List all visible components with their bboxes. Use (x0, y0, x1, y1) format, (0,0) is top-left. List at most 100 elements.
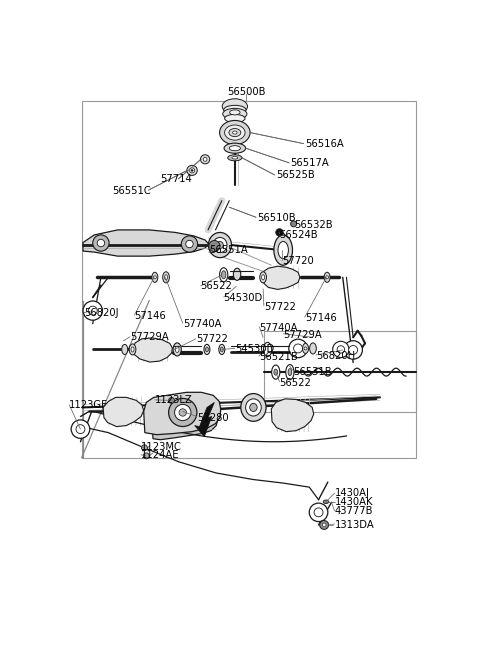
Text: 56551A: 56551A (209, 245, 248, 255)
Ellipse shape (216, 242, 223, 248)
Ellipse shape (175, 346, 179, 352)
Ellipse shape (129, 344, 136, 355)
Text: 57146: 57146 (305, 313, 336, 323)
Ellipse shape (208, 233, 231, 257)
Text: 1430AK: 1430AK (335, 496, 373, 507)
Text: 56820J: 56820J (84, 308, 119, 318)
Polygon shape (264, 266, 300, 290)
Ellipse shape (181, 236, 198, 252)
Ellipse shape (324, 272, 330, 282)
Ellipse shape (286, 365, 294, 380)
Text: 57722: 57722 (264, 301, 296, 312)
Ellipse shape (225, 115, 245, 122)
Text: 1123MC: 1123MC (141, 441, 182, 452)
Ellipse shape (221, 271, 226, 279)
Ellipse shape (233, 269, 241, 280)
Text: 57729A: 57729A (130, 332, 168, 343)
Polygon shape (144, 392, 221, 435)
Ellipse shape (276, 229, 283, 236)
Ellipse shape (190, 168, 195, 173)
Ellipse shape (213, 238, 227, 253)
Ellipse shape (204, 345, 210, 354)
Polygon shape (133, 338, 172, 362)
Ellipse shape (225, 125, 245, 140)
Ellipse shape (333, 341, 349, 358)
Polygon shape (195, 402, 215, 437)
Ellipse shape (191, 170, 193, 172)
Text: 43777B: 43777B (335, 506, 373, 516)
Text: 54530D: 54530D (235, 345, 274, 354)
Ellipse shape (232, 157, 238, 159)
Text: 56820H: 56820H (316, 351, 355, 361)
Text: 1430AJ: 1430AJ (335, 488, 370, 498)
Ellipse shape (246, 399, 261, 416)
Ellipse shape (173, 343, 181, 356)
Text: 57722: 57722 (196, 334, 228, 345)
Text: 56521B: 56521B (259, 352, 298, 362)
Ellipse shape (142, 445, 147, 451)
Ellipse shape (203, 157, 207, 161)
Ellipse shape (233, 131, 237, 134)
Ellipse shape (229, 145, 240, 151)
Ellipse shape (168, 398, 197, 426)
Ellipse shape (250, 403, 257, 411)
Ellipse shape (179, 409, 186, 416)
Ellipse shape (201, 155, 210, 164)
Text: 1124AE: 1124AE (141, 451, 180, 460)
Text: 56522: 56522 (279, 378, 312, 388)
Ellipse shape (290, 221, 297, 227)
Text: 57714: 57714 (160, 174, 192, 185)
Ellipse shape (163, 272, 169, 283)
Ellipse shape (93, 235, 109, 251)
Polygon shape (152, 398, 218, 440)
Text: 54530D: 54530D (224, 293, 263, 303)
Ellipse shape (314, 508, 323, 517)
Text: 1313DA: 1313DA (335, 520, 374, 530)
Text: 56516A: 56516A (305, 139, 344, 149)
Ellipse shape (229, 110, 240, 115)
Ellipse shape (264, 343, 272, 356)
Text: 56522: 56522 (201, 282, 232, 291)
Ellipse shape (144, 453, 149, 458)
Ellipse shape (97, 239, 105, 247)
Ellipse shape (310, 343, 316, 354)
Text: 56531B: 56531B (294, 367, 332, 377)
Ellipse shape (219, 268, 228, 282)
Text: 1123GF: 1123GF (69, 400, 108, 411)
Ellipse shape (322, 523, 326, 527)
Ellipse shape (152, 272, 158, 282)
Ellipse shape (229, 128, 241, 137)
Text: 57740A: 57740A (259, 323, 298, 333)
Ellipse shape (274, 235, 292, 265)
Ellipse shape (325, 276, 329, 279)
Text: 57146: 57146 (134, 310, 166, 321)
Ellipse shape (260, 272, 266, 283)
Ellipse shape (219, 345, 225, 354)
Ellipse shape (175, 404, 191, 421)
Ellipse shape (302, 343, 309, 354)
Ellipse shape (222, 99, 248, 114)
Ellipse shape (304, 347, 307, 350)
Ellipse shape (337, 346, 345, 353)
Ellipse shape (220, 347, 223, 352)
Ellipse shape (289, 339, 307, 358)
Text: 57740A: 57740A (183, 319, 221, 329)
Ellipse shape (209, 240, 220, 252)
Text: 56525B: 56525B (276, 170, 314, 180)
Ellipse shape (278, 242, 288, 259)
Text: 1123LZ: 1123LZ (155, 396, 192, 405)
Ellipse shape (187, 165, 197, 176)
Ellipse shape (71, 420, 90, 438)
Ellipse shape (228, 155, 242, 161)
Ellipse shape (224, 105, 246, 115)
Ellipse shape (344, 341, 362, 359)
Text: 56524B: 56524B (279, 230, 318, 240)
Ellipse shape (83, 301, 102, 320)
Ellipse shape (122, 345, 128, 354)
Ellipse shape (288, 369, 292, 376)
Ellipse shape (76, 424, 85, 434)
Ellipse shape (224, 143, 246, 153)
Ellipse shape (309, 503, 328, 521)
Ellipse shape (323, 500, 329, 504)
Ellipse shape (186, 240, 193, 248)
